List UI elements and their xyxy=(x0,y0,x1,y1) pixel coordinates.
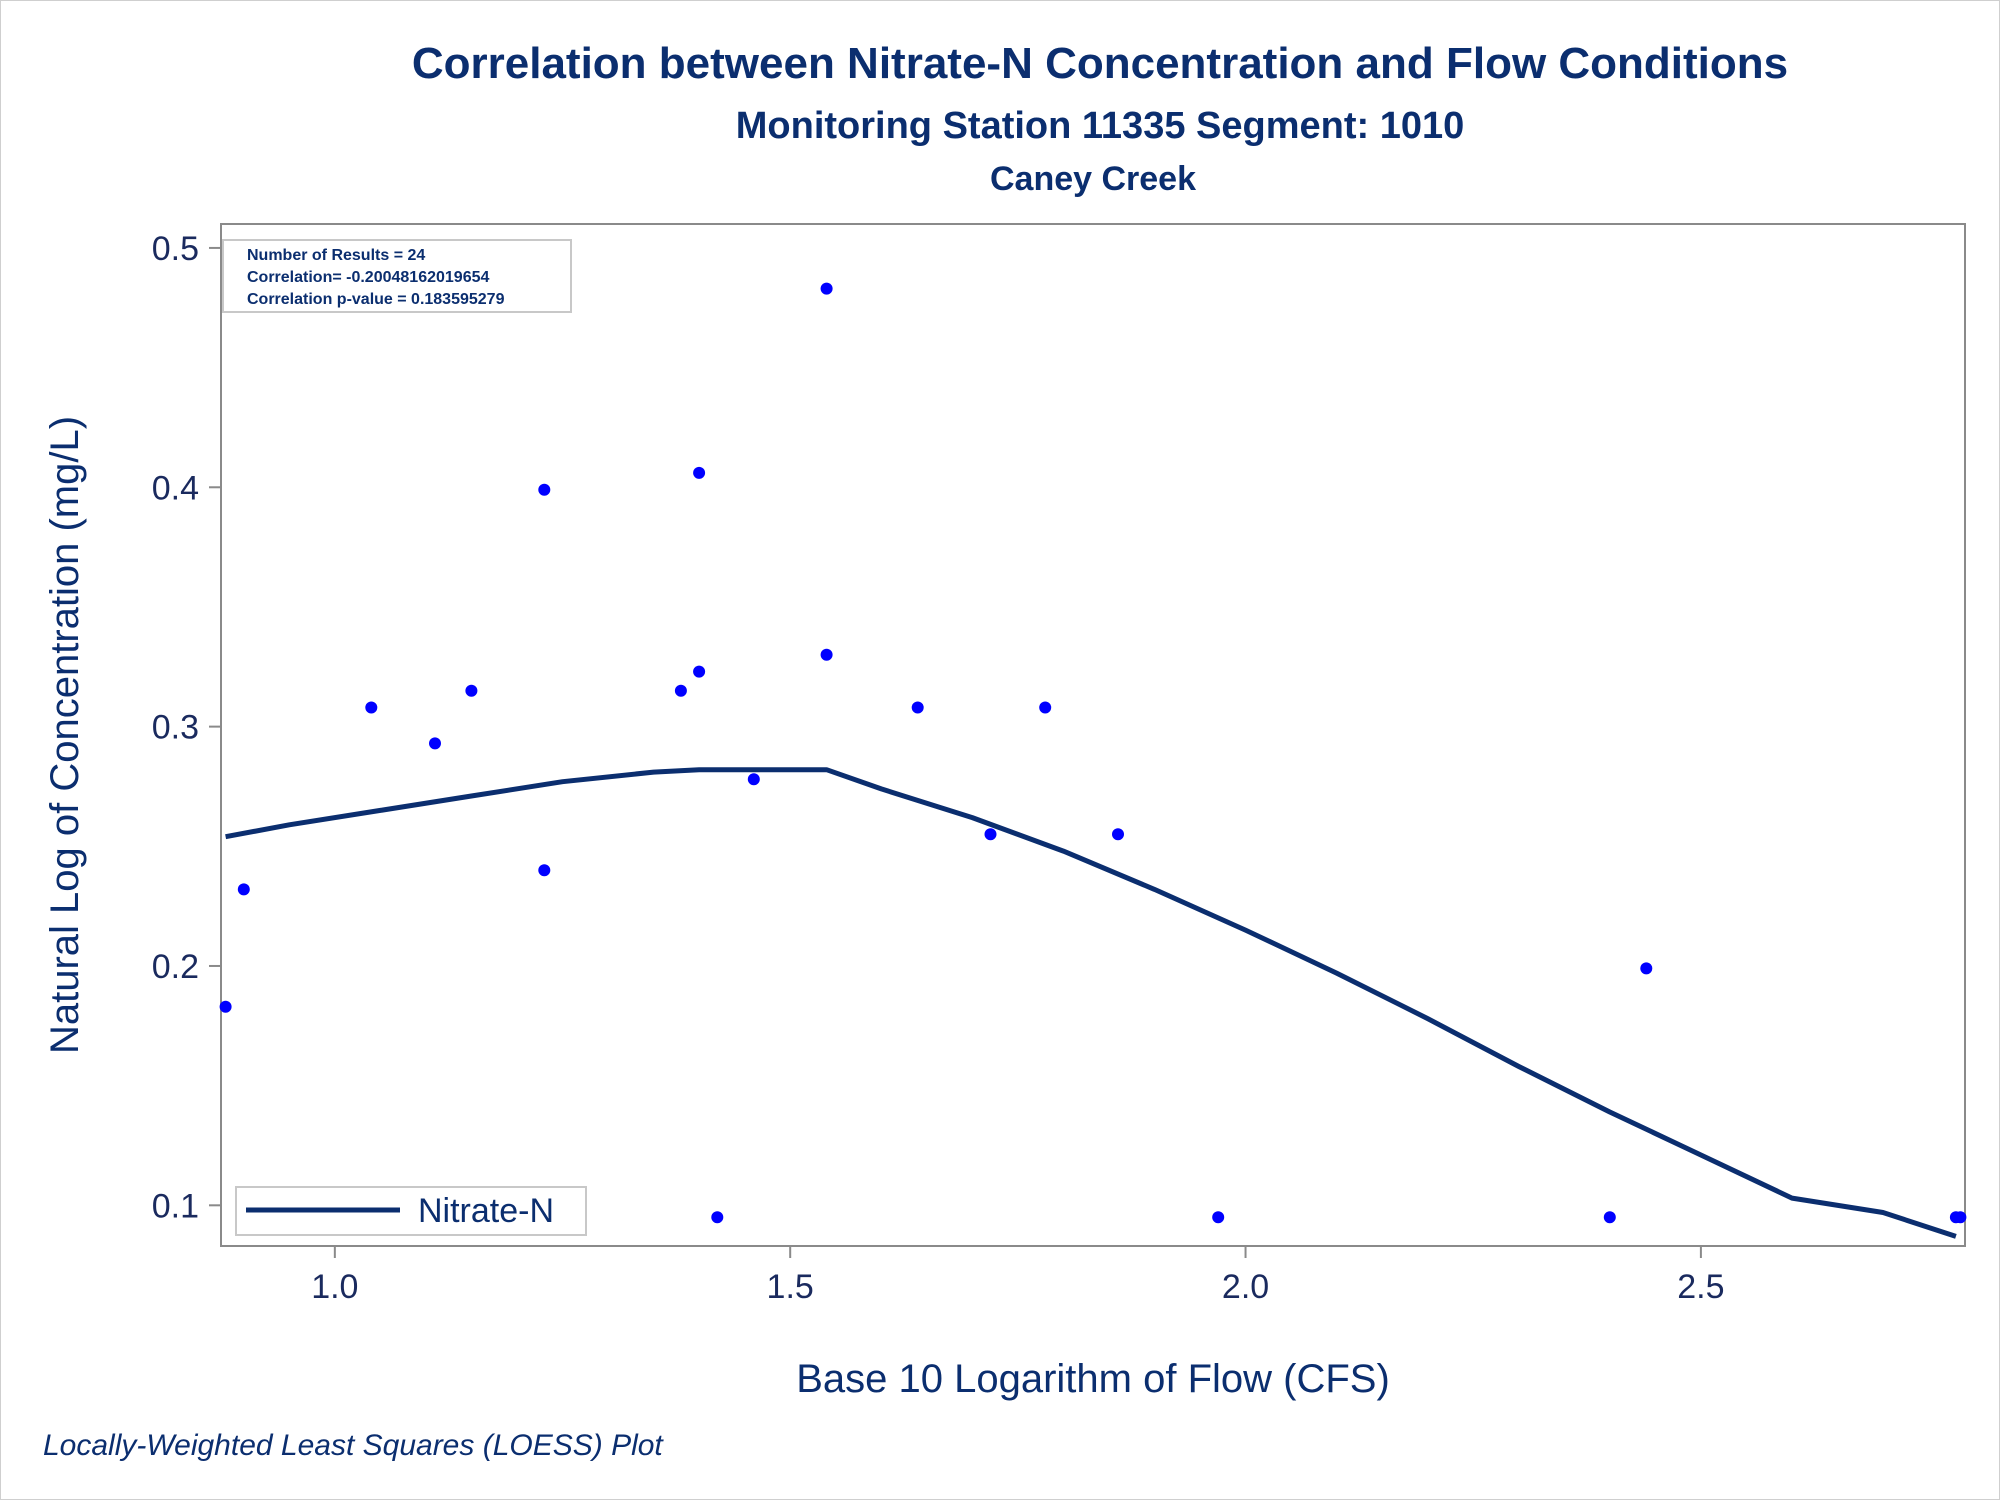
data-point xyxy=(693,665,706,678)
x-tick-label: 2.5 xyxy=(1677,1268,1724,1306)
chart-title: Correlation between Nitrate-N Concentrat… xyxy=(412,39,1788,88)
data-point xyxy=(674,684,687,697)
data-point xyxy=(538,483,551,496)
x-tick-label: 2.0 xyxy=(1222,1268,1269,1306)
data-point xyxy=(711,1211,724,1224)
stats-box: Number of Results = 24 Correlation= -0.2… xyxy=(222,239,572,313)
y-tick-label: 0.2 xyxy=(152,948,199,986)
y-axis-label: Natural Log of Concentration (mg/L) xyxy=(43,416,87,1054)
y-axis: 0.1 0.2 0.3 0.4 0.5 xyxy=(152,230,221,1225)
stat-count: Number of Results = 24 xyxy=(247,247,425,264)
data-point xyxy=(747,773,760,786)
data-point xyxy=(365,701,378,714)
data-point xyxy=(465,684,478,697)
data-point xyxy=(237,883,250,896)
x-axis: 1.0 1.5 2.0 2.5 xyxy=(311,1246,1725,1306)
data-point xyxy=(1112,828,1124,841)
data-point xyxy=(693,466,706,479)
legend-label: Nitrate-N xyxy=(418,1192,554,1230)
legend-frame xyxy=(235,1186,587,1236)
x-tick-label: 1.0 xyxy=(311,1268,358,1306)
data-points xyxy=(219,282,1967,1224)
data-point xyxy=(429,737,441,750)
data-point xyxy=(820,282,833,295)
chart-subtitle-location: Caney Creek xyxy=(990,160,1196,198)
y-tick-label: 0.3 xyxy=(152,709,199,747)
loess-line-group xyxy=(225,767,1957,1239)
stats-box-frame xyxy=(222,239,572,313)
stat-p-value: Correlation p-value = 0.183595279 xyxy=(247,291,505,308)
data-point xyxy=(1954,1211,1967,1224)
data-point xyxy=(219,1000,232,1013)
x-tick-label: 1.5 xyxy=(767,1268,814,1306)
y-tick-label: 0.4 xyxy=(152,469,199,507)
data-point xyxy=(1039,701,1052,714)
footnote: Locally-Weighted Least Squares (LOESS) P… xyxy=(43,1429,664,1462)
legend: Nitrate-N xyxy=(235,1186,587,1236)
stat-correlation: Correlation= -0.20048162019654 xyxy=(247,269,489,286)
data-point xyxy=(538,864,551,877)
x-axis-label: Base 10 Logarithm of Flow (CFS) xyxy=(796,1357,1390,1401)
data-point xyxy=(911,701,924,714)
y-tick-label: 0.5 xyxy=(152,230,199,268)
data-point xyxy=(820,648,833,661)
data-point xyxy=(1212,1211,1225,1224)
data-point xyxy=(984,828,997,841)
loess-line xyxy=(225,767,1957,1239)
data-point xyxy=(1640,962,1653,975)
y-tick-label: 0.1 xyxy=(152,1187,199,1225)
data-point xyxy=(1603,1211,1616,1224)
chart-subtitle: Monitoring Station 11335 Segment: 1010 xyxy=(736,105,1465,147)
plot-area xyxy=(220,223,1966,1247)
